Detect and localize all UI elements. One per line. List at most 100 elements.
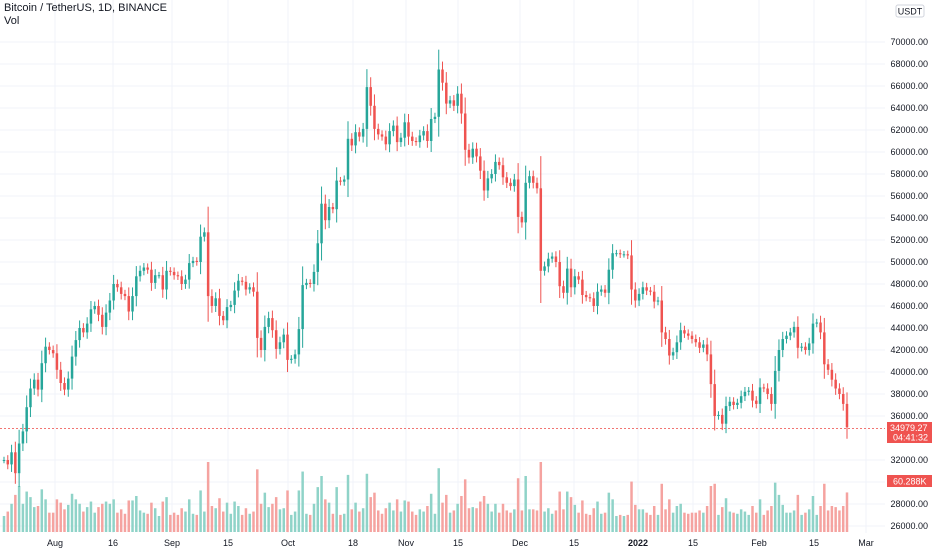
- candle-body: [705, 344, 709, 355]
- candle-body: [301, 285, 304, 330]
- candle-body: [131, 296, 134, 312]
- volume-legend[interactable]: Vol: [4, 15, 20, 27]
- candle-body: [331, 207, 335, 210]
- volume-bar: [781, 504, 784, 532]
- candle-body: [751, 390, 754, 401]
- time-tick-label: 16: [108, 538, 118, 548]
- volume-bar: [770, 506, 773, 532]
- candle-body: [414, 141, 418, 143]
- candle-body: [683, 330, 686, 334]
- candle-body: [361, 128, 365, 137]
- candle-body: [384, 136, 388, 145]
- volume-bar: [535, 510, 539, 532]
- volume-bar: [547, 508, 550, 532]
- candle-body: [135, 276, 138, 297]
- volume-bar: [626, 514, 629, 532]
- candle-body: [97, 306, 100, 315]
- volume-bar: [161, 501, 165, 532]
- candle-body: [588, 297, 592, 299]
- volume-bar: [841, 506, 845, 532]
- volume-bar: [566, 491, 569, 532]
- candle-body: [618, 253, 622, 255]
- volume-bar: [520, 510, 524, 532]
- candle-body: [479, 156, 482, 171]
- candle-body: [21, 431, 25, 444]
- candle-body: [6, 460, 10, 465]
- volume-bar: [615, 516, 618, 532]
- time-tick-label: 2022: [628, 538, 648, 548]
- candle-body: [645, 287, 648, 291]
- volume-bar: [206, 462, 210, 532]
- candle-body: [569, 268, 573, 288]
- price-axis[interactable]: USDT 70000.00 68000.00 66000.00 64000.00 620…: [885, 0, 932, 550]
- candle-body: [686, 333, 690, 336]
- candle-body: [293, 354, 297, 359]
- volume-bar: [471, 507, 475, 532]
- volume-bar: [607, 492, 611, 532]
- volume-bar: [361, 508, 365, 532]
- candle-body: [660, 300, 664, 333]
- volume-bar: [584, 513, 588, 532]
- volume-bar: [524, 476, 527, 532]
- candle-body: [732, 401, 735, 405]
- candle-body: [320, 203, 323, 244]
- candle-body: [516, 179, 520, 217]
- volume-bar: [539, 462, 543, 532]
- price-tick-label: 52000.00: [890, 235, 928, 245]
- volume-bar: [214, 508, 217, 532]
- volume-bar: [497, 512, 501, 532]
- volume-bar: [55, 499, 59, 532]
- symbol-title[interactable]: Bitcoin / TetherUS, 1D, BINANCE: [4, 2, 168, 14]
- volume-bar: [282, 508, 285, 532]
- candle-body: [668, 339, 671, 356]
- volume-bar: [354, 502, 357, 532]
- candle-body: [800, 346, 803, 348]
- candle-body: [324, 203, 327, 221]
- volume-bar: [581, 500, 584, 532]
- candle-body: [89, 309, 93, 324]
- volume-bar: [157, 516, 161, 532]
- candle-body: [278, 342, 282, 349]
- candle-body: [214, 298, 217, 306]
- candle-body: [596, 291, 599, 306]
- volume-bar: [618, 514, 622, 532]
- price-tick-label: 66000.00: [890, 81, 928, 91]
- volume-bar: [267, 507, 270, 532]
- candle-body: [32, 379, 36, 389]
- price-tick-label: 40000.00: [890, 367, 928, 377]
- volume-bar: [528, 509, 531, 532]
- volume-bar: [645, 512, 648, 532]
- volume-bar: [622, 516, 626, 532]
- volume-bar: [169, 514, 172, 532]
- candle-body: [433, 116, 437, 119]
- volume-bar: [652, 506, 656, 532]
- volume-bar: [554, 510, 558, 532]
- candle-body: [297, 329, 301, 355]
- volume-bar: [811, 496, 815, 532]
- volume-bar: [463, 479, 467, 532]
- volume-bar: [724, 498, 728, 532]
- price-tick-label: 70000.00: [890, 37, 928, 47]
- time-tick-label: Sep: [164, 538, 180, 548]
- time-axis[interactable]: Aug 16 Sep 15 Oct 18 Nov 15 Dec 15 2022 15 Feb 15 Mar: [0, 533, 885, 550]
- candle-body: [709, 354, 713, 385]
- candle-body: [600, 289, 603, 292]
- volume-bar: [312, 503, 316, 532]
- volume-bar: [838, 510, 841, 532]
- volume-bar: [630, 481, 633, 532]
- volume-bar: [785, 512, 788, 532]
- currency-badge[interactable]: [895, 4, 925, 18]
- volume-bar: [324, 499, 327, 532]
- candle-body: [789, 332, 792, 336]
- volume-bar: [588, 514, 592, 532]
- volume-bar: [766, 510, 769, 532]
- candle-body: [342, 179, 346, 182]
- volume-bar: [721, 507, 724, 532]
- candle-body: [543, 266, 546, 271]
- candle-body: [286, 334, 289, 360]
- volume-bar: [577, 512, 580, 532]
- candle-body: [376, 128, 380, 135]
- candle-body: [373, 105, 376, 129]
- volume-bar: [834, 507, 837, 532]
